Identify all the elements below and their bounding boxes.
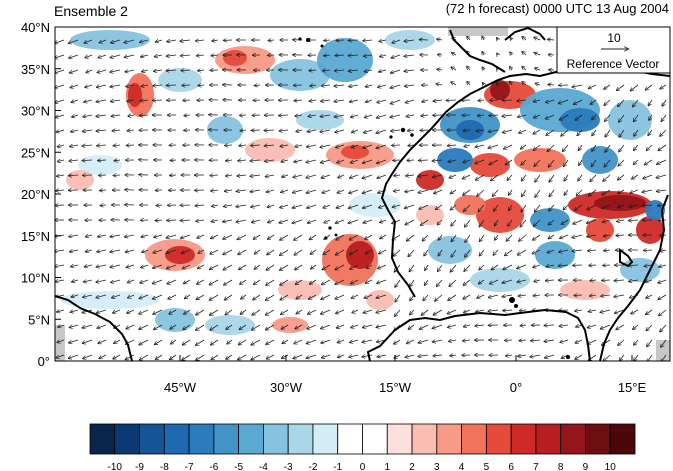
colorbar-swatch xyxy=(386,423,413,455)
colorbar-label: -10 xyxy=(108,462,123,471)
colorbar-label: 0 xyxy=(360,462,366,471)
latitude-axis: 40°N 35°N 30°N 25°N 20°N 15°N 10°N 5°N 0° xyxy=(21,20,61,369)
colorbar-swatch xyxy=(238,423,264,455)
map-panel: 10 Reference Vector xyxy=(55,27,670,361)
colorbar-swatch xyxy=(287,423,314,455)
lon-tick-label: 45°W xyxy=(164,380,197,395)
islands xyxy=(298,37,570,359)
reference-vector-value: 10 xyxy=(607,31,621,45)
longitude-axis: 45°W 30°W 15°W 0° 15°E xyxy=(164,355,646,395)
colorbar: -10 -9 -8 -7 -6 -5 -4 -3 -2 -1 0 1 2 3 4 5 6 7 8 9 10 xyxy=(89,423,636,471)
colorbar-label: -5 xyxy=(234,462,243,471)
colorbar-label: -2 xyxy=(309,462,318,471)
colorbar-label: 10 xyxy=(605,462,617,471)
colorbar-label: 7 xyxy=(533,462,539,471)
colorbar-label: 6 xyxy=(508,462,514,471)
colorbar-label: -1 xyxy=(333,462,342,471)
colorbar-label: -4 xyxy=(259,462,268,471)
colorbar-swatch xyxy=(436,423,462,455)
colorbar-swatch xyxy=(461,423,487,455)
colorbar-swatch xyxy=(337,423,363,455)
colorbar-swatch xyxy=(510,423,537,455)
lat-tick-label: 20°N xyxy=(21,187,50,202)
colorbar-label: 5 xyxy=(484,462,490,471)
lat-tick-label: 5°N xyxy=(28,312,50,327)
colorbar-swatch xyxy=(89,423,116,455)
wind-vectors xyxy=(55,36,667,361)
colorbar-swatch xyxy=(535,423,562,455)
colorbar-swatch xyxy=(485,423,512,455)
colorbar-swatch xyxy=(263,423,289,455)
lat-tick-label: 40°N xyxy=(21,20,50,35)
colorbar-label: 9 xyxy=(583,462,589,471)
colorbar-label: 2 xyxy=(409,462,415,471)
colorbar-label: -8 xyxy=(160,462,169,471)
colorbar-swatch xyxy=(114,423,140,455)
lat-tick-label: 30°N xyxy=(21,104,50,119)
colorbar-swatch xyxy=(139,423,165,455)
colorbar-swatch xyxy=(312,423,339,455)
colorbar-label: 8 xyxy=(558,462,564,471)
colorbar-label: -3 xyxy=(284,462,293,471)
colorbar-label: 3 xyxy=(434,462,440,471)
lat-tick-label: 15°N xyxy=(21,229,50,244)
lat-tick-label: 0° xyxy=(38,354,50,369)
lat-tick-label: 25°N xyxy=(21,145,50,160)
lon-tick-label: 30°W xyxy=(270,380,303,395)
right-title: (72 h forecast) 0000 UTC 13 Aug 2004 xyxy=(446,1,669,16)
colorbar-label: -7 xyxy=(185,462,194,471)
colorbar-swatch xyxy=(585,423,611,455)
reference-vector-box: 10 Reference Vector xyxy=(556,27,670,74)
lat-tick-label: 10°N xyxy=(21,271,50,286)
left-title: Ensemble 2 xyxy=(54,3,128,19)
colorbar-label: 4 xyxy=(459,462,465,471)
colorbar-swatch xyxy=(411,423,438,455)
lat-tick-label: 35°N xyxy=(21,62,50,77)
colorbar-swatch xyxy=(362,423,388,455)
colorbar-swatch xyxy=(163,423,190,455)
lon-tick-label: 15°W xyxy=(379,380,412,395)
lon-tick-label: 15°E xyxy=(618,380,647,395)
colorbar-label: -9 xyxy=(135,462,144,471)
colorbar-swatch xyxy=(188,423,215,455)
reference-vector-label: Reference Vector xyxy=(567,57,660,71)
colorbar-swatch xyxy=(560,423,586,455)
lon-tick-label: 0° xyxy=(510,380,522,395)
colorbar-swatch xyxy=(609,423,636,455)
colorbar-label: 1 xyxy=(384,462,390,471)
colorbar-swatch xyxy=(213,423,240,455)
colorbar-label: -6 xyxy=(209,462,218,471)
